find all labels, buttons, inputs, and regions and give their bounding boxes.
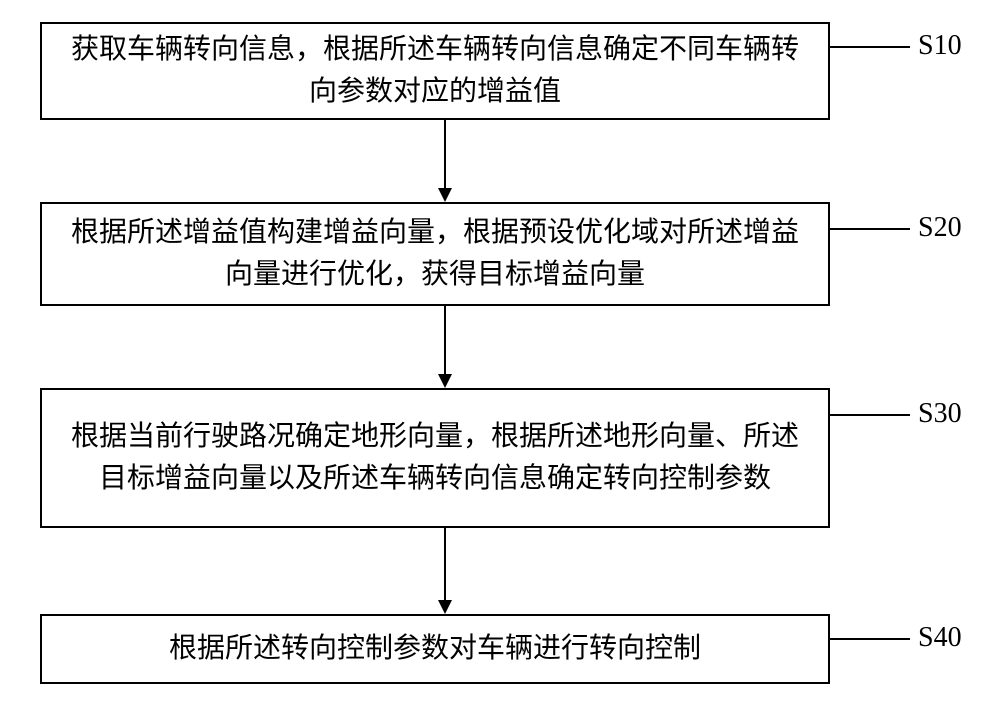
step-box-s20: 根据所述增益值构建增益向量，根据预设优化域对所述增益向量进行优化，获得目标增益向… bbox=[40, 202, 830, 306]
step-label-s40: S40 bbox=[918, 622, 962, 654]
step-box-s30: 根据当前行驶路况确定地形向量，根据所述地形向量、所述目标增益向量以及所述车辆转向… bbox=[40, 388, 830, 528]
arrow-s30-s40 bbox=[435, 528, 455, 614]
step-box-s40: 根据所述转向控制参数对车辆进行转向控制 bbox=[40, 614, 830, 684]
leader-s30 bbox=[830, 414, 910, 416]
step-text: 根据所述增益值构建增益向量，根据预设优化域对所述增益向量进行优化，获得目标增益向… bbox=[62, 212, 808, 296]
step-box-s10: 获取车辆转向信息，根据所述车辆转向信息确定不同车辆转向参数对应的增益值 bbox=[40, 22, 830, 120]
arrow-s20-s30 bbox=[435, 306, 455, 388]
step-text: 根据当前行驶路况确定地形向量，根据所述地形向量、所述目标增益向量以及所述车辆转向… bbox=[62, 416, 808, 500]
leader-s10 bbox=[830, 46, 910, 48]
flowchart-canvas: 获取车辆转向信息，根据所述车辆转向信息确定不同车辆转向参数对应的增益值 S10 … bbox=[0, 0, 1000, 723]
leader-s20 bbox=[830, 228, 910, 230]
step-label-s20: S20 bbox=[918, 212, 962, 244]
step-label-s30: S30 bbox=[918, 398, 962, 430]
step-text: 根据所述转向控制参数对车辆进行转向控制 bbox=[169, 628, 701, 670]
step-text: 获取车辆转向信息，根据所述车辆转向信息确定不同车辆转向参数对应的增益值 bbox=[62, 29, 808, 113]
leader-s40 bbox=[830, 638, 910, 640]
arrow-s10-s20 bbox=[435, 120, 455, 202]
step-label-s10: S10 bbox=[918, 30, 962, 62]
